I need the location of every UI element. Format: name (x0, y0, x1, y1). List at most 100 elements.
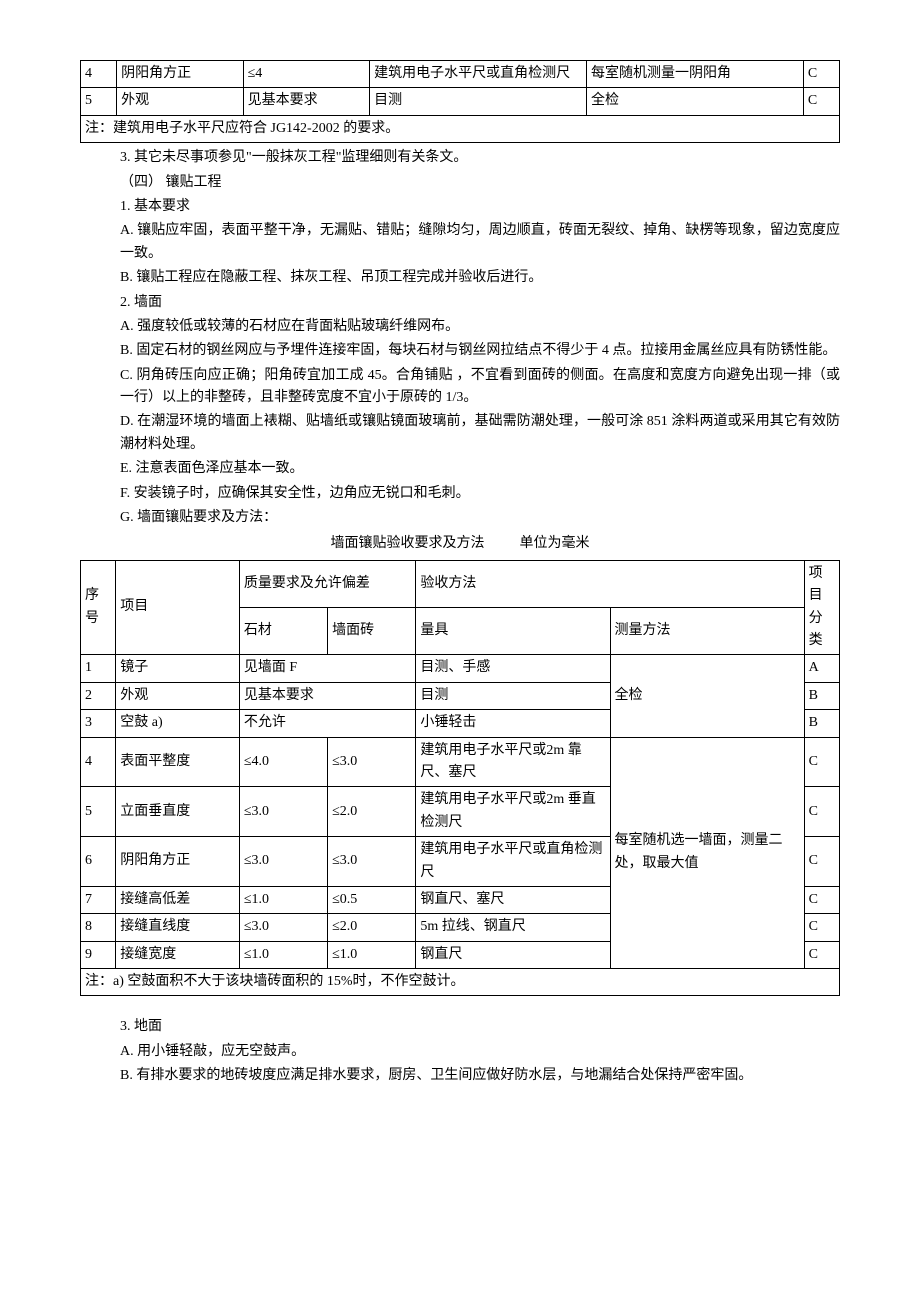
table-note-row: 注：建筑用电子水平尺应符合 JG142-2002 的要求。 (81, 115, 840, 142)
paragraph: 2. 墙面 (120, 292, 840, 314)
cell-tool: 小锤轻击 (416, 710, 610, 737)
paragraph: A. 用小锤轻敲，应无空鼓声。 (120, 1041, 840, 1063)
header-method: 测量方法 (610, 608, 804, 655)
table-row: 4 阴阳角方正 ≤4 建筑用电子水平尺或直角检测尺 每室随机测量一阴阳角 C (81, 61, 840, 88)
cell-seq: 3 (81, 710, 116, 737)
table-row: 4 表面平整度 ≤4.0 ≤3.0 建筑用电子水平尺或2m 靠尺、塞尺 每室随机… (81, 737, 840, 787)
cell-cat: B (804, 682, 839, 709)
paragraph: 3. 其它未尽事项参见"一般抹灰工程"监理细则有关条文。 (120, 147, 840, 169)
cell-seq: 4 (81, 61, 117, 88)
cell-seq: 6 (81, 837, 116, 887)
cell-seq: 5 (81, 88, 117, 115)
cell-tool: 建筑用电子水平尺或直角检测尺 (416, 837, 610, 887)
cell-cat: C (804, 787, 839, 837)
cell-item: 外观 (117, 88, 243, 115)
cell-req-a: ≤3.0 (239, 837, 327, 887)
cell-method: 每室随机测量一阴阳角 (586, 61, 803, 88)
cell-item: 空鼓 a) (116, 710, 240, 737)
cell-req-b: ≤1.0 (328, 941, 416, 968)
table-note: 注：a) 空鼓面积不大于该块墙砖面积的 15%时，不作空鼓计。 (81, 969, 840, 996)
paragraph: 1. 基本要求 (120, 196, 840, 218)
cell-seq: 8 (81, 914, 116, 941)
cell-tool: 钢直尺、塞尺 (416, 886, 610, 913)
cell-cat: C (804, 886, 839, 913)
cell-req-a: ≤1.0 (239, 886, 327, 913)
cell-tool: 目测 (416, 682, 610, 709)
cell-item: 表面平整度 (116, 737, 240, 787)
cell-cat: C (803, 61, 839, 88)
cell-seq: 9 (81, 941, 116, 968)
cell-req-a: ≤1.0 (239, 941, 327, 968)
paragraph: A. 强度较低或较薄的石材应在背面粘贴玻璃纤维网布。 (120, 316, 840, 338)
paragraph: B. 镶贴工程应在隐蔽工程、抹灰工程、吊顶工程完成并验收后进行。 (120, 267, 840, 289)
table-partial-top: 4 阴阳角方正 ≤4 建筑用电子水平尺或直角检测尺 每室随机测量一阴阳角 C 5… (80, 60, 840, 143)
header-req-a: 石材 (239, 608, 327, 655)
cell-seq: 1 (81, 655, 116, 682)
paragraph: C. 阴角砖压向应正确；阳角砖宜加工成 45。合角铺贴 ，不宜看到面砖的侧面。在… (120, 365, 840, 410)
header-req: 质量要求及允许偏差 (239, 560, 416, 607)
cell-seq: 2 (81, 682, 116, 709)
cell-item: 外观 (116, 682, 240, 709)
paragraph: D. 在潮湿环境的墙面上裱糊、贴墙纸或镶贴镜面玻璃前，基础需防潮处理，一般可涂 … (120, 411, 840, 456)
cell-tool: 5m 拉线、钢直尺 (416, 914, 610, 941)
cell-seq: 5 (81, 787, 116, 837)
cell-cat: C (803, 88, 839, 115)
cell-req-b: ≤0.5 (328, 886, 416, 913)
paragraph: B. 固定石材的钢丝网应与予埋件连接牢固，每块石材与钢丝网拉结点不得少于 4 点… (120, 340, 840, 362)
cell-tool: 建筑用电子水平尺或2m 靠尺、塞尺 (416, 737, 610, 787)
cell-item: 镜子 (116, 655, 240, 682)
cell-cat: B (804, 710, 839, 737)
table-header-row: 序号 项目 质量要求及允许偏差 验收方法 项目分类 (81, 560, 840, 607)
paragraph: A. 镶贴应牢固，表面平整干净，无漏贴、错贴；缝隙均匀，周边顺直，砖面无裂纹、掉… (120, 220, 840, 265)
cell-cat: C (804, 914, 839, 941)
cell-tool: 钢直尺 (416, 941, 610, 968)
paragraph: G. 墙面镶贴要求及方法： (120, 507, 840, 529)
cell-req: 见基本要求 (239, 682, 416, 709)
cell-cat: A (804, 655, 839, 682)
cell-item: 接缝高低差 (116, 886, 240, 913)
cell-req-b: ≤2.0 (328, 914, 416, 941)
cell-req-b: ≤3.0 (328, 737, 416, 787)
paragraph: 3. 地面 (120, 1016, 840, 1038)
table-row: 5 外观 见基本要求 目测 全检 C (81, 88, 840, 115)
cell-tool: 建筑用电子水平尺或2m 垂直检测尺 (416, 787, 610, 837)
cell-item: 接缝直线度 (116, 914, 240, 941)
table-caption: 墙面镶贴验收要求及方法 单位为毫米 (80, 533, 840, 555)
header-tool: 量具 (416, 608, 610, 655)
cell-req: ≤4 (243, 61, 369, 88)
cell-seq: 7 (81, 886, 116, 913)
cell-req-a: ≤4.0 (239, 737, 327, 787)
cell-req-b: ≤2.0 (328, 787, 416, 837)
cell-cat: C (804, 737, 839, 787)
cell-req: 见墙面 F (239, 655, 416, 682)
paragraph: B. 有排水要求的地砖坡度应满足排水要求，厨房、卫生间应做好防水层，与地漏结合处… (120, 1065, 840, 1087)
cell-req-b: ≤3.0 (328, 837, 416, 887)
caption-unit: 单位为毫米 (520, 536, 590, 551)
cell-item: 接缝宽度 (116, 941, 240, 968)
cell-tool: 目测、手感 (416, 655, 610, 682)
cell-req-a: ≤3.0 (239, 914, 327, 941)
header-method-group: 验收方法 (416, 560, 804, 607)
table-note-row: 注：a) 空鼓面积不大于该块墙砖面积的 15%时，不作空鼓计。 (81, 969, 840, 996)
cell-method: 全检 (586, 88, 803, 115)
cell-req: 见基本要求 (243, 88, 369, 115)
cell-item: 阴阳角方正 (117, 61, 243, 88)
table-wall-tile: 序号 项目 质量要求及允许偏差 验收方法 项目分类 石材 墙面砖 量具 测量方法… (80, 560, 840, 997)
header-req-b: 墙面砖 (328, 608, 416, 655)
cell-cat: C (804, 941, 839, 968)
cell-tool: 建筑用电子水平尺或直角检测尺 (370, 61, 587, 88)
table-row: 1 镜子 见墙面 F 目测、手感 全检 A (81, 655, 840, 682)
paragraph: F. 安装镜子时，应确保其安全性，边角应无锐口和毛刺。 (120, 483, 840, 505)
header-cat: 项目分类 (804, 560, 839, 655)
cell-method: 每室随机选一墙面，测量二处，取最大值 (610, 737, 804, 969)
table-note: 注：建筑用电子水平尺应符合 JG142-2002 的要求。 (81, 115, 840, 142)
paragraph: E. 注意表面色泽应基本一致。 (120, 458, 840, 480)
header-seq: 序号 (81, 560, 116, 655)
cell-method: 全检 (610, 655, 804, 737)
cell-req-a: ≤3.0 (239, 787, 327, 837)
cell-req: 不允许 (239, 710, 416, 737)
cell-item: 阴阳角方正 (116, 837, 240, 887)
cell-tool: 目测 (370, 88, 587, 115)
section-heading: （四） 镶贴工程 (120, 172, 840, 194)
header-item: 项目 (116, 560, 240, 655)
